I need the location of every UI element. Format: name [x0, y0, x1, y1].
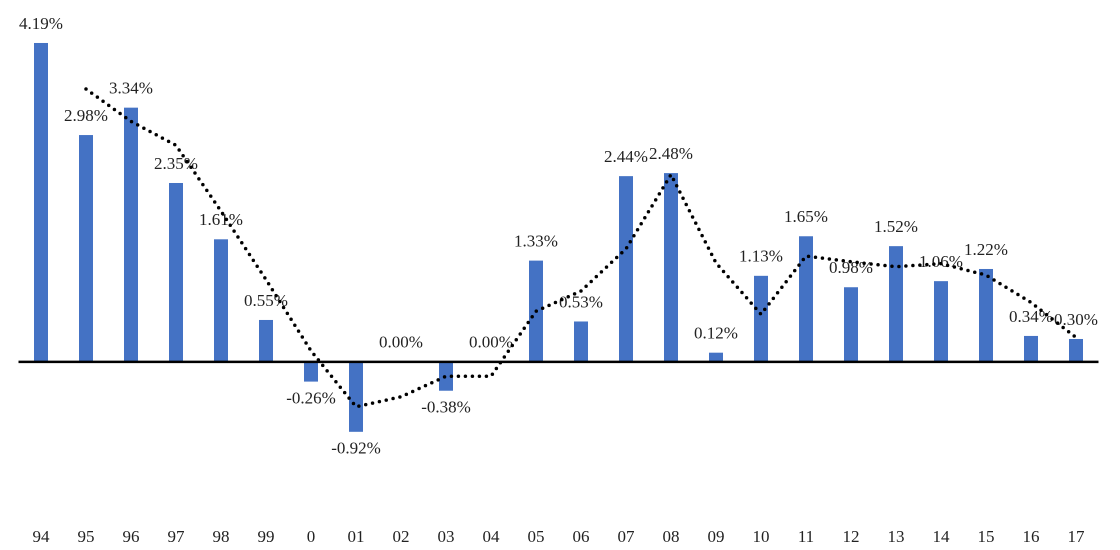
data-label: -0.92%: [331, 439, 381, 458]
x-tick-label: 08: [663, 527, 680, 546]
bar: [889, 246, 903, 362]
bar: [214, 239, 228, 362]
data-label: 2.44%: [604, 147, 648, 166]
bar: [349, 361, 363, 432]
bar: [619, 176, 633, 362]
bar: [979, 268, 993, 362]
data-label: 1.61%: [199, 210, 243, 229]
trend-line: [84, 87, 1078, 409]
x-tick-label: 10: [753, 527, 770, 546]
bar: [1024, 335, 1038, 362]
bar: [709, 352, 723, 362]
data-label: -0.26%: [286, 389, 336, 408]
data-label: 2.35%: [154, 154, 198, 173]
bar: [79, 135, 93, 362]
x-tick-label: 0: [307, 527, 316, 546]
bar: [1069, 338, 1083, 362]
data-label: 0.55%: [244, 291, 288, 310]
x-tick-label: 14: [933, 527, 951, 546]
x-tick-label: 03: [438, 527, 455, 546]
x-tick-label: 07: [618, 527, 636, 546]
data-label: 1.52%: [874, 217, 918, 236]
bar: [169, 182, 183, 362]
data-label: 0.53%: [559, 292, 603, 311]
x-tick-label: 04: [483, 527, 501, 546]
data-label: 1.65%: [784, 207, 828, 226]
bar: [574, 321, 588, 362]
bar: [664, 173, 678, 362]
data-label: 0.00%: [379, 333, 423, 352]
x-tick-label: 02: [393, 527, 410, 546]
x-tick-label: 09: [708, 527, 725, 546]
data-label: 1.33%: [514, 232, 558, 251]
bar: [34, 42, 48, 362]
x-tick-label: 95: [78, 527, 95, 546]
bar: [754, 275, 768, 362]
x-tick-label: 16: [1023, 527, 1040, 546]
data-label: 1.06%: [919, 252, 963, 271]
bar: [934, 281, 948, 362]
data-label: -0.38%: [421, 398, 471, 417]
bar: [259, 319, 273, 362]
data-label: 2.98%: [64, 106, 108, 125]
data-label: 0.34%: [1009, 307, 1053, 326]
data-label: 4.19%: [19, 14, 63, 33]
data-label: 1.22%: [964, 240, 1008, 259]
data-label: 3.34%: [109, 79, 153, 98]
x-tick-label: 99: [258, 527, 275, 546]
x-tick-label: 11: [798, 527, 814, 546]
data-label: 0.00%: [469, 333, 513, 352]
bar: [799, 236, 813, 362]
data-label: 2.48%: [649, 144, 693, 163]
x-tick-label: 01: [348, 527, 365, 546]
data-label: 0.12%: [694, 324, 738, 343]
x-tick-label: 96: [123, 527, 140, 546]
x-tick-label: 17: [1068, 527, 1086, 546]
bar: [124, 107, 138, 362]
x-tick-label: 15: [978, 527, 995, 546]
x-tick-label: 94: [33, 527, 51, 546]
bar: [844, 287, 858, 362]
data-label: 0.98%: [829, 258, 873, 277]
bar: [304, 361, 318, 382]
x-tick-label: 97: [168, 527, 186, 546]
x-tick-label: 98: [213, 527, 230, 546]
data-label: 1.13%: [739, 247, 783, 266]
x-tick-label: 12: [843, 527, 860, 546]
data-label: 0.30%: [1054, 310, 1098, 329]
x-tick-label: 13: [888, 527, 905, 546]
x-tick-label: 05: [528, 527, 545, 546]
x-tick-label: 06: [573, 527, 590, 546]
